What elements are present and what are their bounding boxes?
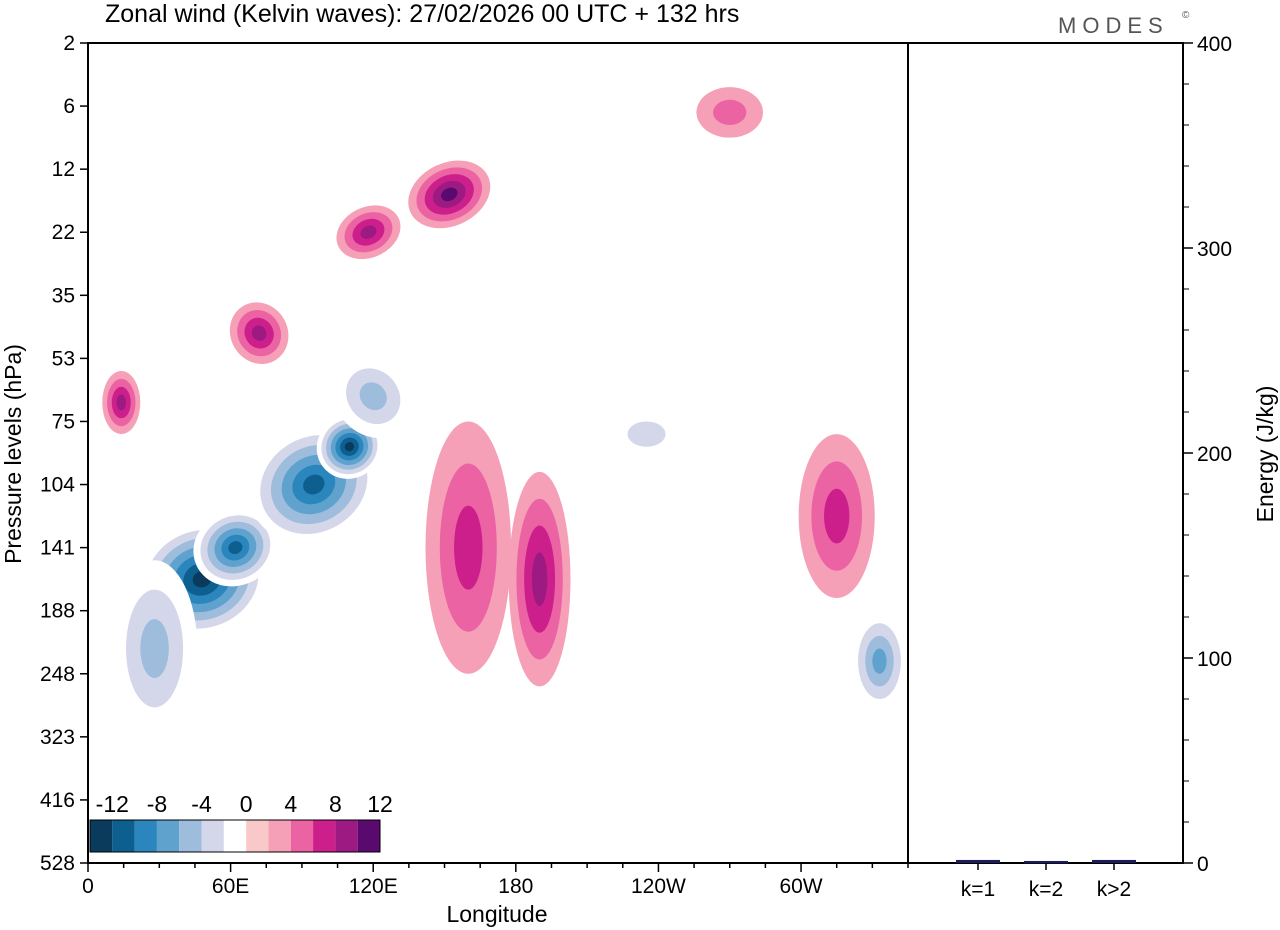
colorbar-tick-label: -12: [96, 791, 129, 817]
x-tick-label: 120E: [349, 875, 398, 898]
colorbar-tick-label: 12: [367, 791, 393, 817]
energy-tick-label: 0: [1197, 853, 1209, 876]
contour-3-7: [344, 442, 355, 452]
x-tick-label: 0: [82, 875, 94, 898]
energy-axis-label: Energy (J/kg): [1252, 386, 1278, 523]
colorbar-swatch: [112, 820, 135, 852]
y-tick-label: 104: [40, 474, 75, 497]
y-tick-label: 141: [40, 537, 75, 560]
contour-6-5: [441, 187, 458, 202]
y-tick-label: 528: [40, 852, 75, 875]
x-tick-label: 180: [498, 875, 533, 898]
bar-category-label: k=2: [1029, 878, 1063, 901]
y-tick-label: 2: [63, 32, 75, 55]
contour-2-6: [303, 474, 325, 495]
y-tick-label: 323: [40, 726, 75, 749]
x-tick-label: 120W: [631, 875, 686, 898]
energy-tick-label: 200: [1197, 443, 1232, 466]
y-tick-label: 188: [40, 600, 75, 623]
contour-10-3: [454, 505, 483, 590]
y-tick-label: 22: [52, 221, 75, 244]
colorbar-tick-label: 4: [284, 791, 297, 817]
energy-tick-label: 300: [1197, 238, 1232, 261]
energy-bar: [956, 859, 1000, 863]
contour-11-4: [531, 552, 548, 606]
y-axis-label: Pressure levels (hPa): [0, 344, 26, 564]
contour-12-2: [713, 99, 747, 125]
colorbar-swatch: [290, 820, 314, 852]
colorbar-swatch: [335, 820, 358, 852]
bar-frame: [907, 42, 1184, 864]
colorbar-swatch: [201, 820, 224, 852]
wind-field: [102, 87, 908, 737]
contour-9-4: [116, 394, 127, 411]
energy-tick-label: 400: [1197, 33, 1232, 56]
contour-13-3: [824, 488, 850, 544]
colorbar-swatch: [179, 820, 202, 852]
y-tick-label: 75: [52, 410, 75, 433]
contour-1-6: [228, 541, 243, 555]
brand-mark: ©: [1182, 10, 1190, 21]
bar-category-label: k>2: [1097, 878, 1131, 901]
energy-bar: [1024, 860, 1068, 864]
colorbar-tick-label: 0: [240, 791, 253, 817]
y-tick-label: 6: [63, 95, 75, 118]
colorbar-swatch: [156, 820, 180, 852]
contour-14-4: [872, 648, 887, 674]
x-tick-label: 60W: [779, 875, 822, 898]
colorbar-swatch: [246, 820, 269, 852]
x-tick-label: 60E: [212, 875, 249, 898]
plot-frame: [87, 42, 909, 864]
colorbar-tick-label: -4: [191, 791, 212, 817]
contour-5-3: [359, 382, 387, 411]
contour-8-4: [251, 325, 267, 341]
contour-15-2: [627, 421, 666, 447]
colorbar-swatch: [357, 820, 380, 852]
chart-title: Zonal wind (Kelvin waves): 27/02/2026 00…: [105, 0, 739, 28]
y-tick-label: 248: [40, 663, 75, 686]
colorbar-swatch: [134, 820, 157, 852]
bar-category-label: k=1: [961, 878, 995, 901]
energy-bar-panel: 0 100 200 300 400 k=1 k=2 k>2: [907, 33, 1232, 901]
colorbar-frame: [89, 819, 381, 853]
y-tick-label: 416: [40, 789, 75, 812]
y-tick-label: 35: [52, 284, 75, 307]
colorbar-swatch: [223, 820, 247, 852]
colorbar-tick-label: 8: [329, 791, 342, 817]
brand-logo: MODES: [1058, 13, 1169, 38]
contour-7-4: [360, 225, 377, 239]
energy-bar: [1092, 859, 1136, 863]
colorbar-tick-label: -8: [147, 791, 167, 817]
colorbar-swatch: [313, 820, 336, 852]
colorbar-swatch: [90, 820, 113, 852]
colorbar: -12 -8 -4 0 4 8 12: [89, 791, 393, 853]
colorbar-swatch: [268, 820, 291, 852]
x-axis-label: Longitude: [446, 901, 547, 927]
y-tick-label: 53: [52, 347, 75, 370]
y-tick-label: 12: [52, 158, 75, 181]
contour-4-3: [140, 619, 169, 678]
energy-tick-label: 100: [1197, 648, 1232, 671]
